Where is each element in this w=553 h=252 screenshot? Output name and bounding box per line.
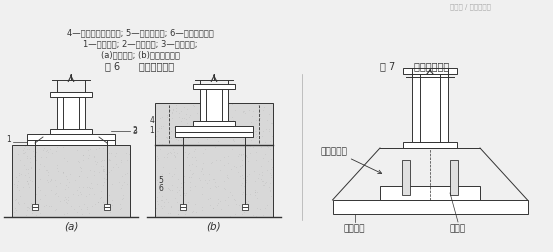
Bar: [193, 121, 235, 127]
Bar: [175, 133, 253, 137]
Text: 1: 1: [149, 126, 154, 135]
Bar: [412, 75, 448, 142]
Bar: [27, 135, 115, 140]
Text: 加宽底板: 加宽底板: [344, 223, 365, 232]
Bar: [50, 93, 92, 98]
Text: 原底板: 原底板: [450, 223, 466, 232]
Bar: [27, 140, 115, 145]
Bar: [180, 204, 186, 207]
Text: 图 6      柱脚锚栓加固: 图 6 柱脚锚栓加固: [106, 61, 175, 71]
Bar: [180, 207, 186, 210]
Text: 2: 2: [132, 125, 137, 135]
Text: (a)增设锚栓; (b)包钢筋混凝土: (a)增设锚栓; (b)包钢筋混凝土: [101, 50, 179, 59]
Bar: [403, 142, 457, 148]
Bar: [32, 204, 38, 207]
Text: 4—新浇混凝土内钢筋; 5—原基础钢筋; 6—新旧钢筋焊接: 4—新浇混凝土内钢筋; 5—原基础钢筋; 6—新旧钢筋焊接: [66, 28, 213, 37]
Bar: [403, 69, 457, 75]
Text: 5: 5: [158, 175, 163, 184]
Text: (b): (b): [207, 221, 221, 231]
Bar: [332, 200, 528, 214]
Text: 图 7      柱脚底板加宽: 图 7 柱脚底板加宽: [380, 61, 450, 71]
Text: 1: 1: [6, 135, 11, 143]
Bar: [12, 145, 130, 217]
Bar: [104, 204, 110, 207]
Bar: [175, 127, 253, 133]
Bar: [193, 85, 235, 90]
Bar: [402, 160, 410, 195]
Text: 增焊加劲肋: 增焊加劲肋: [320, 146, 382, 174]
Bar: [450, 160, 458, 195]
Text: 头条号 / 钢结构技术: 头条号 / 钢结构技术: [450, 3, 491, 10]
Text: 4: 4: [149, 115, 154, 124]
Text: (a): (a): [64, 221, 78, 231]
Text: 6: 6: [158, 183, 163, 192]
Bar: [380, 186, 480, 200]
Bar: [155, 104, 273, 145]
Text: 1—原有锚栓; 2—新增挑梁; 3—新增锚栓;: 1—原有锚栓; 2—新增挑梁; 3—新增锚栓;: [83, 39, 197, 48]
Bar: [242, 207, 248, 210]
Text: 3: 3: [132, 127, 137, 136]
Bar: [242, 204, 248, 207]
Bar: [57, 98, 85, 130]
Bar: [200, 90, 228, 121]
Bar: [104, 207, 110, 210]
Bar: [155, 145, 273, 217]
Bar: [50, 130, 92, 135]
Bar: [32, 207, 38, 210]
